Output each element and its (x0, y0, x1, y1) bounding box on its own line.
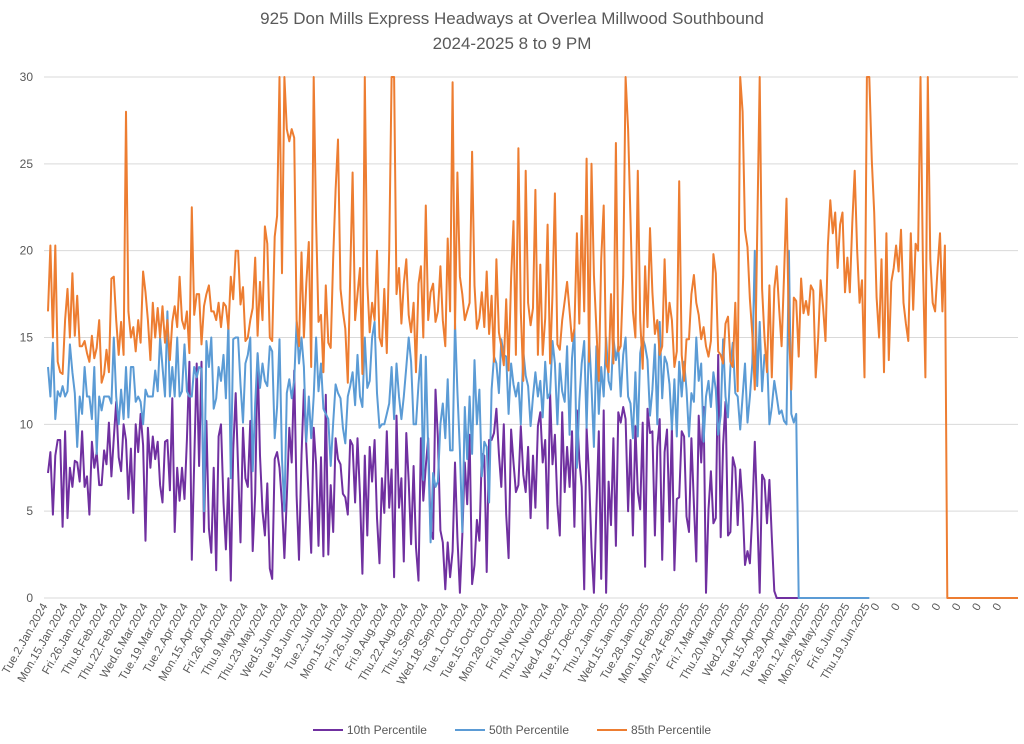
chart-title: 925 Don Mills Express Headways at Overle… (260, 9, 764, 28)
series-line-10th (47, 353, 860, 599)
series-line-85th (47, 76, 1018, 599)
legend-label-85th: 85th Percentile (631, 723, 712, 737)
x-tick-label: 0 (869, 602, 883, 614)
x-tick-label: 0 (930, 602, 944, 614)
y-tick-label: 5 (26, 504, 33, 518)
legend-item-10th: 10th Percentile (312, 723, 427, 737)
x-tick-label: 0 (971, 602, 985, 614)
legend-swatch-85th (597, 729, 628, 731)
x-tick-label: 0 (991, 602, 1005, 614)
legend-item-85th: 85th Percentile (597, 723, 711, 737)
y-tick-label: 15 (20, 331, 34, 345)
x-tick-label: 0 (950, 602, 964, 614)
series-line-50th (47, 249, 870, 599)
legend-swatch-10th (312, 729, 343, 731)
x-tick-label: 0 (889, 602, 903, 614)
legend-label-50th: 50th Percentile (488, 723, 570, 737)
x-tick-label: 0 (910, 602, 924, 614)
chart-subtitle: 2024-2025 8 to 9 PM (432, 34, 592, 53)
y-tick-label: 20 (20, 244, 34, 258)
y-tick-label: 25 (20, 157, 34, 171)
series-lines (47, 76, 1018, 599)
y-tick-label: 10 (20, 417, 34, 431)
legend-swatch-50th (454, 729, 485, 731)
y-axis-ticks: 0 5 10 15 20 25 30 (20, 70, 34, 605)
legend-item-50th: 50th Percentile (454, 723, 570, 737)
y-tick-label: 30 (20, 70, 34, 84)
legend: 10th Percentile 50th Percentile 85th Per… (0, 723, 1024, 737)
legend-label-10th: 10th Percentile (346, 723, 427, 737)
y-tick-label: 0 (26, 591, 33, 605)
x-axis-ticks: Tue.2.Jan.2024Mon.15.Jan.2024Fri.26.Jan.… (0, 601, 1004, 687)
